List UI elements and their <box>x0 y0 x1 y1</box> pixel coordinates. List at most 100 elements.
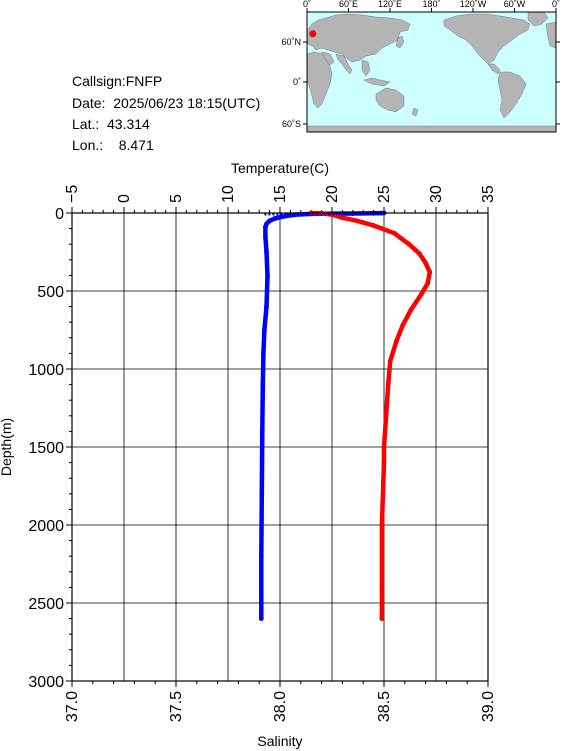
depth-tick-label: 2000 <box>28 518 64 535</box>
land-africa <box>306 51 333 109</box>
temperature-data-point <box>263 224 268 230</box>
map-lon-label: 60˚W <box>504 0 526 9</box>
temperature-axis-title: Temperature(C) <box>231 160 329 176</box>
salinity-data-point <box>340 215 345 221</box>
map-landmasses <box>306 11 557 133</box>
salinity-tick-label: 38.0 <box>272 691 289 722</box>
map-lat-label: 60˚N <box>281 37 301 47</box>
callsign-text: Callsign:FNFP <box>72 73 163 89</box>
map-latitude-labels: 60˚N 0˚ 60˚S <box>281 37 301 129</box>
map-lon-label: 0˚ <box>552 0 560 9</box>
map-longitude-labels: 0˚ 60˚E 120˚E 180˚ 120˚W 60˚W 0˚ <box>303 0 560 9</box>
land-south-america <box>497 71 527 119</box>
depth-tick-label: 2500 <box>28 596 64 613</box>
temperature-data-point <box>264 249 269 255</box>
salinity-data-point <box>417 251 422 256</box>
depth-tick-label: 1000 <box>28 362 64 379</box>
temperature-data-point <box>272 216 278 221</box>
salinity-data-point <box>394 338 399 344</box>
depth-tick-label: 500 <box>37 284 64 301</box>
salinity-tick-label: 39.0 <box>480 691 497 722</box>
map-lon-label: 120˚E <box>378 0 402 9</box>
map-lon-label: 180˚ <box>422 0 440 9</box>
salinity-data-point <box>354 218 360 224</box>
temperature-data-point <box>263 234 268 239</box>
depth-axis-title: Depth(m) <box>0 418 14 476</box>
salinity-data-point <box>381 444 387 450</box>
land-japan <box>395 35 405 49</box>
map-lat-label: 60˚S <box>282 119 301 129</box>
land-north-america <box>443 13 531 65</box>
salinity-data-point <box>383 413 389 419</box>
land-eurasia <box>306 13 411 63</box>
temperature-tick-label: 5 <box>168 194 185 203</box>
station-location-marker <box>309 30 317 38</box>
date-text: Date: 2025/06/23 18:15(UTC) <box>72 95 261 111</box>
salinity-data-point <box>408 307 414 313</box>
land-central-america <box>487 63 501 75</box>
salinity-axis: 37.0 37.5 38.0 38.5 39.0 <box>64 681 497 722</box>
land-west-europe <box>545 21 557 49</box>
temperature-data-point <box>259 429 265 434</box>
salinity-data-point <box>379 616 385 621</box>
latitude-text: Lat.: 43.314 <box>72 116 150 132</box>
temperature-data-point <box>258 553 264 559</box>
temperature-data-point <box>258 616 264 621</box>
salinity-data-point <box>400 322 406 328</box>
salinity-data-point <box>381 460 387 465</box>
salinity-data-point <box>371 223 376 228</box>
salinity-tick-label: 37.5 <box>168 691 185 722</box>
profile-plot: −5 0 5 10 15 20 25 30 35 37.0 37.5 38.0 38.5 39.0 05… <box>0 160 497 749</box>
map-ticks <box>303 8 560 125</box>
temperature-tick-label: 10 <box>220 185 237 203</box>
land-se-asia <box>361 59 371 77</box>
depth-tick-label: 1500 <box>28 440 64 457</box>
map-lon-label: 0˚ <box>303 0 311 9</box>
temperature-data-point <box>260 382 266 387</box>
land-indonesia <box>363 77 391 87</box>
map-lon-label: 60˚E <box>339 0 358 9</box>
depth-tick-label: 0 <box>55 206 64 223</box>
salinity-data-point <box>385 382 391 387</box>
temperature-data-point <box>262 327 267 333</box>
temperature-data-point <box>261 351 266 356</box>
salinity-tick-label: 38.5 <box>376 691 393 722</box>
profile-series <box>258 210 433 621</box>
temperature-tick-label: 20 <box>324 185 341 203</box>
salinity-data-point <box>406 241 412 247</box>
land-india <box>335 53 353 75</box>
temperature-tick-label: 15 <box>272 185 289 203</box>
temperature-data-point <box>265 273 270 278</box>
salinity-data-point <box>379 522 385 528</box>
temperature-data-point <box>282 213 288 219</box>
salinity-data-point <box>425 280 431 286</box>
salinity-axis-title: Salinity <box>257 733 302 749</box>
salinity-data-point <box>392 230 397 236</box>
temperature-tick-label: 25 <box>376 185 393 203</box>
temperature-data-point <box>258 600 264 606</box>
land-new-zealand <box>411 107 419 117</box>
longitude-text: Lon.: 8.471 <box>72 137 154 153</box>
salinity-data-point <box>419 291 424 297</box>
temperature-data-point <box>264 304 269 309</box>
salinity-data-point <box>423 260 428 266</box>
world-map: 0˚ 60˚E 120˚E 180˚ 120˚W 60˚W 0˚ 60˚N 0˚ 60˚S <box>281 0 560 133</box>
map-lat-label: 0˚ <box>293 77 301 87</box>
temperature-axis: −5 0 5 10 15 20 25 30 35 <box>64 185 497 213</box>
land-australia <box>375 87 405 113</box>
depth-axis: 0 500 1000 1500 2000 2500 3000 <box>28 206 72 691</box>
salinity-data-point <box>379 585 385 590</box>
temperature-data-point <box>267 218 272 224</box>
temperature-data-point <box>259 491 265 497</box>
temperature-tick-label: 0 <box>116 194 133 203</box>
plot-frame <box>71 212 489 682</box>
land-antarctica <box>306 125 557 133</box>
depth-tick-label: 3000 <box>28 674 64 691</box>
map-lon-label: 120˚W <box>460 0 487 9</box>
temperature-tick-label: −5 <box>64 185 81 203</box>
salinity-data-point <box>387 358 393 364</box>
salinity-data-point <box>427 269 433 275</box>
salinity-profile-line <box>308 210 433 621</box>
